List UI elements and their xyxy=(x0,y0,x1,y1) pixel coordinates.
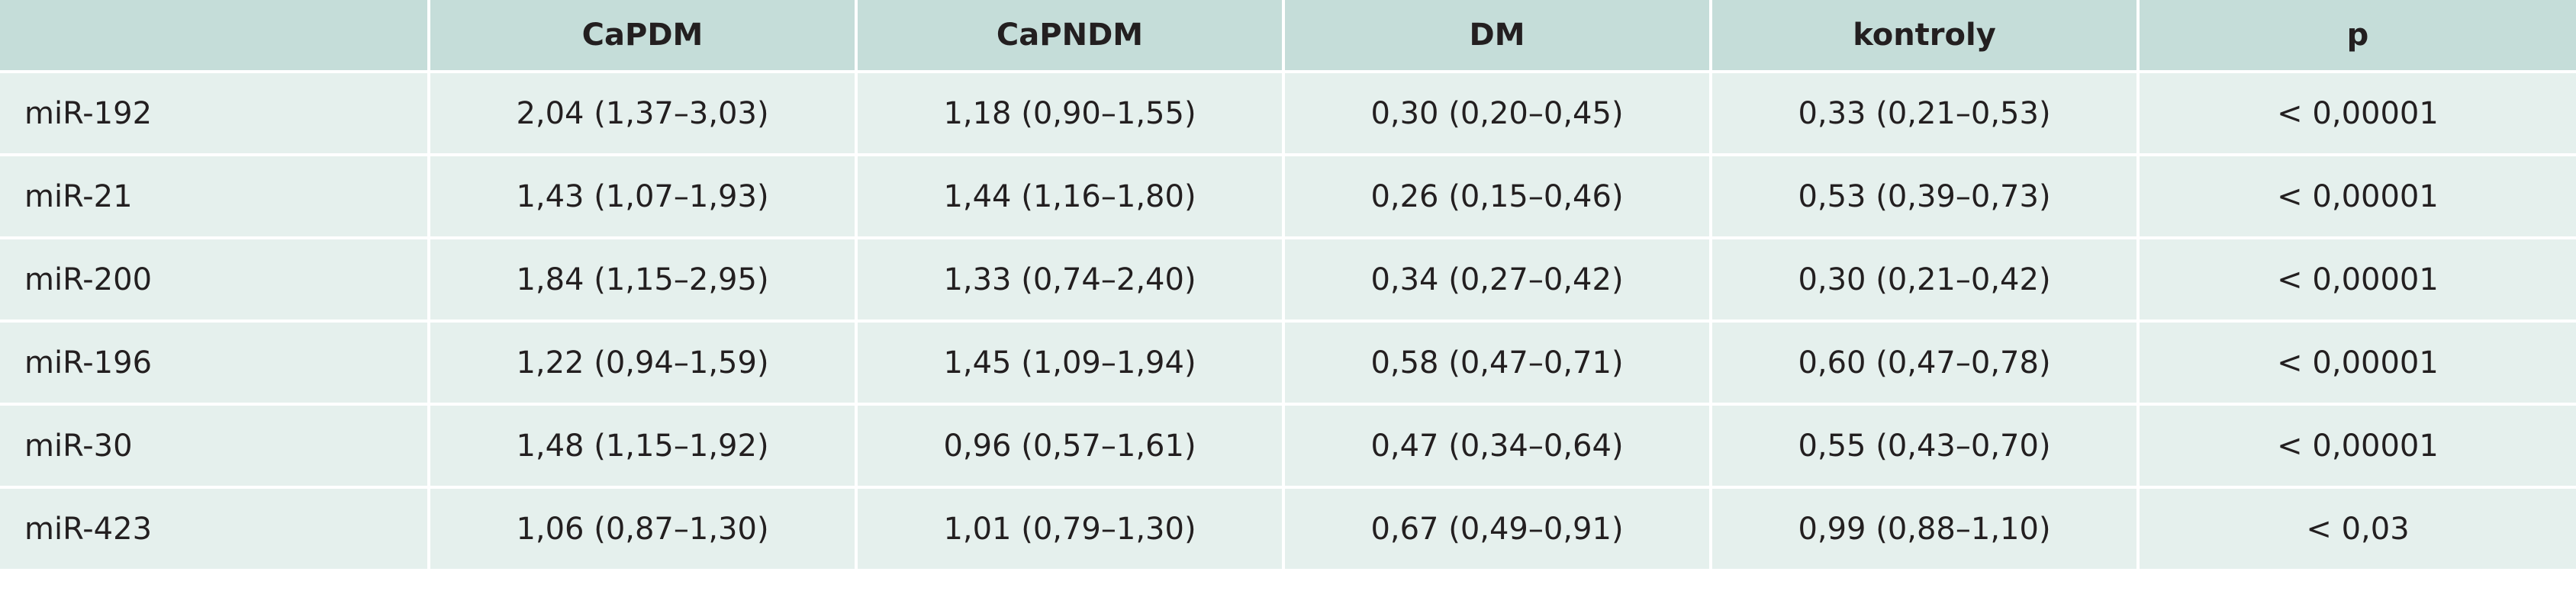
table-header-row: CaPDM CaPNDM DM kontroly p xyxy=(0,0,2576,73)
cell-capdm: 1,22 (0,94–1,59) xyxy=(429,321,858,406)
cell-p-value: < 0,00001 xyxy=(2138,155,2576,239)
cell-dm: 0,34 (0,27–0,42) xyxy=(1283,238,1712,323)
table-row: miR-192 2,04 (1,37–3,03) 1,18 (0,90–1,55… xyxy=(0,72,2576,156)
cell-p-value: < 0,00001 xyxy=(2138,72,2576,156)
cell-capdm: 1,84 (1,15–2,95) xyxy=(429,238,858,323)
cell-capndm: 0,96 (0,57–1,61) xyxy=(856,404,1285,489)
cell-capndm: 1,33 (0,74–2,40) xyxy=(856,238,1285,323)
mirna-expression-table: CaPDM CaPNDM DM kontroly p miR-192 2,04 … xyxy=(0,0,2576,569)
cell-kontroly: 0,33 (0,21–0,53) xyxy=(1711,72,2140,156)
cell-dm: 0,30 (0,20–0,45) xyxy=(1283,72,1712,156)
cell-p-value: < 0,03 xyxy=(2138,487,2576,569)
row-label: miR-200 xyxy=(0,238,430,323)
cell-capdm: 1,06 (0,87–1,30) xyxy=(429,487,858,569)
row-label: miR-196 xyxy=(0,321,430,406)
header-cell-empty xyxy=(0,0,430,73)
cell-kontroly: 0,53 (0,39–0,73) xyxy=(1711,155,2140,239)
cell-p-value: < 0,00001 xyxy=(2138,238,2576,323)
cell-p-value: < 0,00001 xyxy=(2138,404,2576,489)
header-cell-p: p xyxy=(2138,0,2576,73)
cell-dm: 0,58 (0,47–0,71) xyxy=(1283,321,1712,406)
table-row: miR-200 1,84 (1,15–2,95) 1,33 (0,74–2,40… xyxy=(0,238,2576,323)
row-label: miR-423 xyxy=(0,487,430,569)
cell-capndm: 1,44 (1,16–1,80) xyxy=(856,155,1285,239)
cell-kontroly: 0,60 (0,47–0,78) xyxy=(1711,321,2140,406)
header-cell-kontroly: kontroly xyxy=(1711,0,2140,73)
cell-p-value: < 0,00001 xyxy=(2138,321,2576,406)
table-row: miR-423 1,06 (0,87–1,30) 1,01 (0,79–1,30… xyxy=(0,487,2576,569)
row-label: miR-192 xyxy=(0,72,430,156)
table-row: miR-21 1,43 (1,07–1,93) 1,44 (1,16–1,80)… xyxy=(0,155,2576,239)
row-label: miR-30 xyxy=(0,404,430,489)
cell-dm: 0,67 (0,49–0,91) xyxy=(1283,487,1712,569)
cell-dm: 0,26 (0,15–0,46) xyxy=(1283,155,1712,239)
header-cell-capndm: CaPNDM xyxy=(856,0,1285,73)
cell-capdm: 2,04 (1,37–3,03) xyxy=(429,72,858,156)
row-label: miR-21 xyxy=(0,155,430,239)
header-cell-dm: DM xyxy=(1283,0,1712,73)
table-row: miR-30 1,48 (1,15–1,92) 0,96 (0,57–1,61)… xyxy=(0,404,2576,489)
cell-capdm: 1,43 (1,07–1,93) xyxy=(429,155,858,239)
cell-dm: 0,47 (0,34–0,64) xyxy=(1283,404,1712,489)
cell-capndm: 1,45 (1,09–1,94) xyxy=(856,321,1285,406)
header-cell-capdm: CaPDM xyxy=(429,0,858,73)
cell-capdm: 1,48 (1,15–1,92) xyxy=(429,404,858,489)
cell-capndm: 1,18 (0,90–1,55) xyxy=(856,72,1285,156)
cell-capndm: 1,01 (0,79–1,30) xyxy=(856,487,1285,569)
cell-kontroly: 0,99 (0,88–1,10) xyxy=(1711,487,2140,569)
cell-kontroly: 0,55 (0,43–0,70) xyxy=(1711,404,2140,489)
table-row: miR-196 1,22 (0,94–1,59) 1,45 (1,09–1,94… xyxy=(0,321,2576,406)
cell-kontroly: 0,30 (0,21–0,42) xyxy=(1711,238,2140,323)
